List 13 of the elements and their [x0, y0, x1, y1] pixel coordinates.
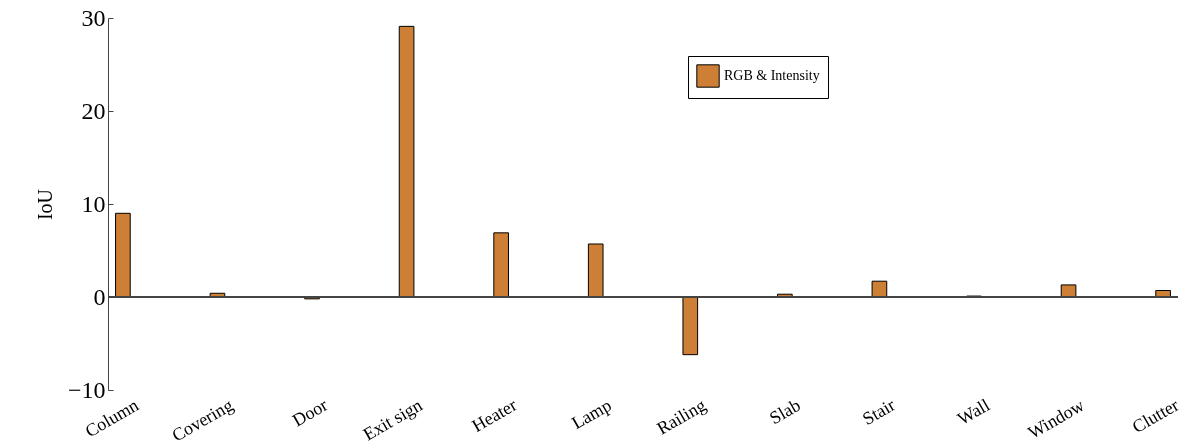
- x-tick-label: Wall: [953, 394, 993, 429]
- y-tick-label: −10: [67, 376, 106, 403]
- x-tick-label: Exit sign: [359, 394, 426, 445]
- y-tick-label: 30: [81, 4, 106, 31]
- x-tick-label: Door: [288, 394, 332, 431]
- y-axis-title: IoU: [33, 188, 56, 221]
- x-tick-label: Lamp: [568, 394, 615, 434]
- x-tick-label: Stair: [858, 394, 899, 430]
- y-tick-label: 20: [81, 97, 106, 124]
- x-tick-label: Slab: [766, 394, 804, 429]
- y-tick-label: 0: [93, 283, 106, 310]
- legend-label: RGB & Intensity: [724, 68, 820, 83]
- y-tick-label: 10: [81, 190, 106, 217]
